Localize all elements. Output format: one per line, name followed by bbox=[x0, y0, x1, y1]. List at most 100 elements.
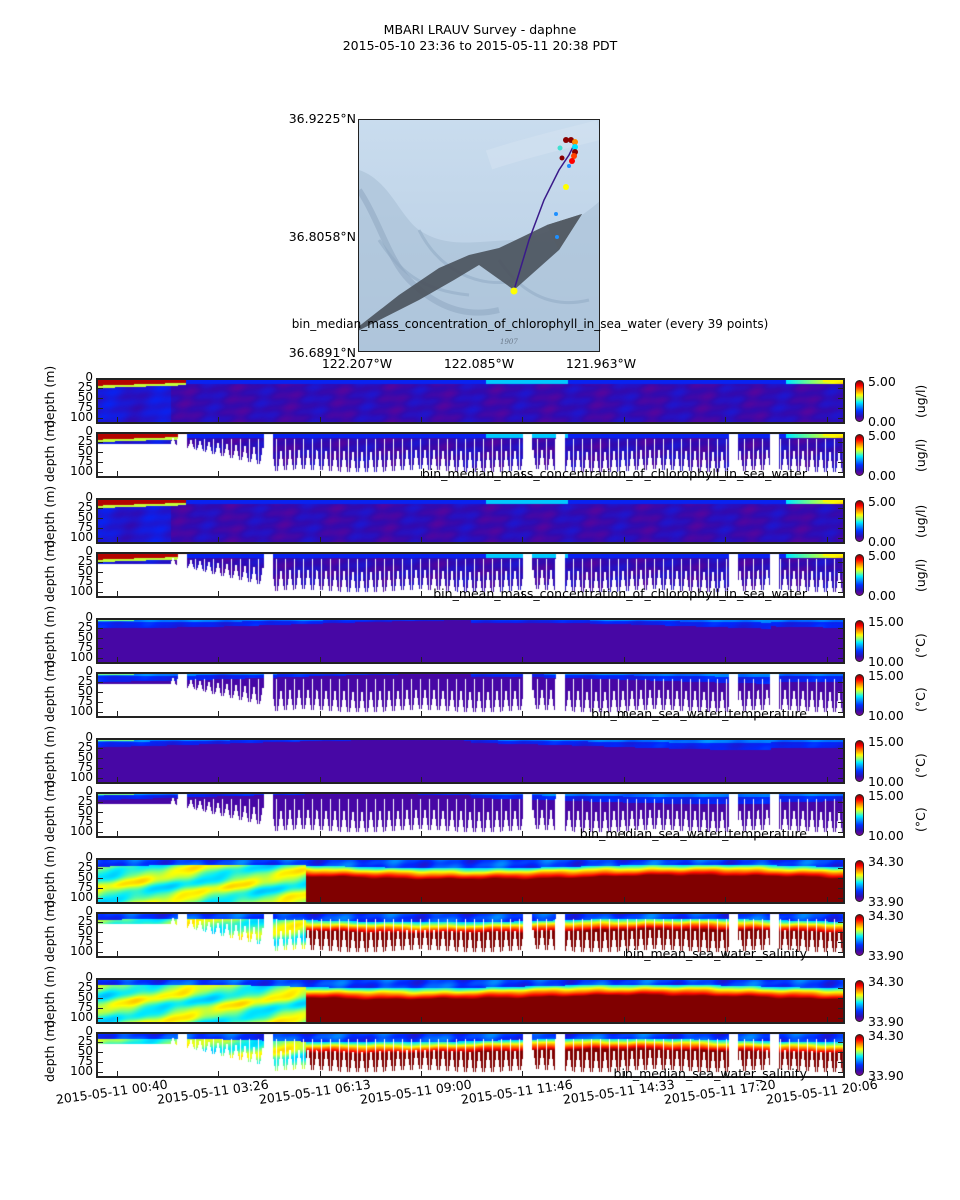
y-tick-mark bbox=[838, 442, 845, 444]
colorbar bbox=[855, 740, 864, 782]
x-tick-mark bbox=[725, 657, 727, 664]
colorbar-max-label: 15.00 bbox=[868, 668, 904, 683]
y-tick-mark bbox=[838, 432, 845, 434]
x-tick-mark bbox=[827, 951, 829, 958]
x-tick-mark bbox=[218, 1071, 220, 1078]
y-tick-mark bbox=[838, 408, 845, 410]
y-axis-title: depth (m) bbox=[42, 725, 57, 788]
y-tick-mark bbox=[838, 778, 845, 780]
y-tick-mark bbox=[96, 768, 103, 770]
y-tick-mark bbox=[838, 618, 845, 620]
x-tick-mark bbox=[725, 417, 727, 424]
x-tick-mark bbox=[218, 1017, 220, 1024]
y-tick-label: 75 bbox=[77, 1000, 93, 1014]
colorbar-min-label: 10.00 bbox=[868, 654, 904, 669]
x-tick-mark bbox=[320, 591, 322, 598]
y-tick-mark bbox=[838, 942, 845, 944]
x-tick-mark bbox=[522, 1017, 524, 1024]
y-tick-mark bbox=[96, 518, 103, 520]
y-tick-mark bbox=[838, 1052, 845, 1054]
map-caption: bin_median_mass_concentration_of_chlorop… bbox=[291, 317, 769, 331]
x-tick-mark bbox=[827, 1017, 829, 1024]
y-tick-mark bbox=[96, 822, 103, 824]
map-lat-tick: 36.8058°N bbox=[288, 229, 356, 244]
y-tick-label: 75 bbox=[77, 880, 93, 894]
x-tick-mark bbox=[827, 591, 829, 598]
y-tick-mark bbox=[838, 888, 845, 890]
colorbar-max-label: 5.00 bbox=[868, 428, 896, 443]
y-tick-mark bbox=[96, 988, 103, 990]
x-tick-mark bbox=[522, 831, 524, 838]
y-tick-mark bbox=[838, 898, 845, 900]
x-tick-mark bbox=[117, 471, 119, 478]
y-tick-mark bbox=[838, 538, 845, 540]
section-plot-7 bbox=[96, 738, 845, 784]
section-plot-3 bbox=[96, 498, 845, 544]
y-tick-label: 25 bbox=[77, 380, 93, 394]
y-axis-title: depth (m) bbox=[42, 539, 57, 602]
y-tick-mark bbox=[838, 1072, 845, 1074]
y-tick-label: 50 bbox=[77, 510, 93, 524]
y-tick-mark bbox=[96, 398, 103, 400]
colorbar bbox=[855, 554, 864, 596]
section-plot-9 bbox=[96, 858, 845, 904]
heatmap-canvas bbox=[96, 378, 845, 424]
x-tick-mark bbox=[117, 657, 119, 664]
x-tick-mark bbox=[117, 537, 119, 544]
colorbar bbox=[855, 674, 864, 716]
y-tick-mark bbox=[838, 682, 845, 684]
x-tick-mark bbox=[320, 537, 322, 544]
x-tick-mark bbox=[725, 897, 727, 904]
y-tick-mark bbox=[96, 858, 103, 860]
y-tick-label: 50 bbox=[77, 390, 93, 404]
x-tick-mark bbox=[320, 777, 322, 784]
y-tick-label: 75 bbox=[77, 760, 93, 774]
y-tick-mark bbox=[838, 398, 845, 400]
y-tick-mark bbox=[96, 442, 103, 444]
y-tick-mark bbox=[96, 388, 103, 390]
y-tick-label: 0 bbox=[85, 970, 93, 984]
vehicle-track bbox=[510, 137, 578, 295]
y-tick-mark bbox=[96, 462, 103, 464]
section-plot-10: bin_mean_sea_water_salinity bbox=[96, 912, 845, 961]
colorbar-max-label: 15.00 bbox=[868, 734, 904, 749]
x-tick-mark bbox=[725, 1071, 727, 1078]
y-tick-mark bbox=[96, 1018, 103, 1020]
section-plot-6: bin_mean_sea_water_temperature bbox=[96, 672, 845, 721]
y-tick-mark bbox=[838, 462, 845, 464]
y-tick-mark bbox=[838, 988, 845, 990]
y-tick-label: 75 bbox=[77, 1054, 93, 1068]
map-graphic: 1907 bbox=[359, 120, 599, 351]
y-tick-label: 25 bbox=[77, 1034, 93, 1048]
y-tick-mark bbox=[838, 418, 845, 420]
y-tick-label: 0 bbox=[85, 490, 93, 504]
y-tick-mark bbox=[838, 822, 845, 824]
x-tick-mark bbox=[827, 471, 829, 478]
colorbar-unit-label: (ug/l) bbox=[913, 558, 928, 592]
y-tick-mark bbox=[838, 452, 845, 454]
y-tick-mark bbox=[96, 1062, 103, 1064]
heatmap-canvas bbox=[96, 978, 845, 1024]
colorbar-max-label: 34.30 bbox=[868, 908, 904, 923]
heatmap-canvas bbox=[96, 738, 845, 784]
x-tick-mark bbox=[421, 951, 423, 958]
y-tick-label: 100 bbox=[70, 650, 93, 664]
x-tick-mark bbox=[624, 537, 626, 544]
y-tick-label: 100 bbox=[70, 944, 93, 958]
y-tick-mark bbox=[838, 572, 845, 574]
x-tick-mark bbox=[117, 1017, 119, 1024]
y-tick-mark bbox=[96, 472, 103, 474]
x-tick-mark bbox=[624, 657, 626, 664]
y-tick-mark bbox=[838, 508, 845, 510]
x-tick-mark bbox=[421, 417, 423, 424]
y-tick-mark bbox=[96, 582, 103, 584]
x-tick-mark bbox=[725, 777, 727, 784]
colorbar-min-label: 33.90 bbox=[868, 894, 904, 909]
x-tick-mark bbox=[320, 897, 322, 904]
x-tick-mark bbox=[624, 417, 626, 424]
map-lat-tick: 36.6891°N bbox=[288, 345, 356, 360]
panel-title: bin_mean_sea_water_temperature bbox=[591, 706, 807, 721]
x-tick-mark bbox=[421, 831, 423, 838]
colorbar-min-label: 33.90 bbox=[868, 1068, 904, 1083]
y-axis-title: depth (m) bbox=[42, 485, 57, 548]
